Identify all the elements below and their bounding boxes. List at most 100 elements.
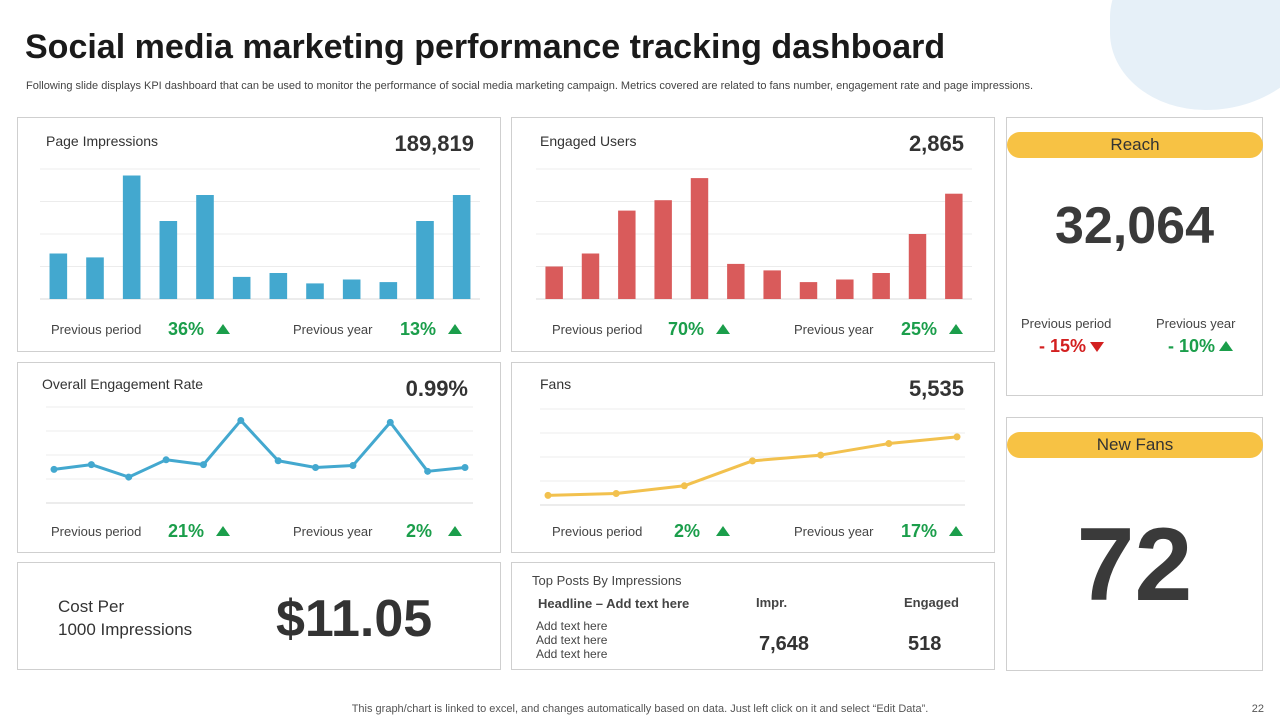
page-impressions-panel[interactable]: Page Impressions 189,819 Previous period… bbox=[17, 117, 501, 352]
engaged-users-label: Engaged Users bbox=[540, 133, 637, 149]
new-fans-panel[interactable]: New Fans 72 bbox=[1006, 417, 1263, 671]
prev-year-pct: 17% bbox=[901, 521, 938, 541]
reach-prev-period-pct: - 15% bbox=[1039, 336, 1087, 356]
engagement-rate-label: Overall Engagement Rate bbox=[42, 376, 204, 392]
new-fans-value: 72 bbox=[1076, 507, 1193, 623]
prev-period-label: Previous period bbox=[51, 322, 142, 337]
fans-comparison: Previous period 2% Previous year 17% bbox=[512, 520, 994, 544]
engagement-rate-panel[interactable]: Overall Engagement Rate 0.99% Previous p… bbox=[17, 362, 501, 553]
bar bbox=[379, 282, 398, 299]
page-subtitle: Following slide displays KPI dashboard t… bbox=[26, 80, 1034, 92]
engaged-users-bar-chart[interactable] bbox=[536, 163, 972, 303]
cpm-label-line2: 1000 Impressions bbox=[58, 620, 193, 639]
fans-label: Fans bbox=[540, 376, 572, 392]
data-point bbox=[50, 465, 58, 473]
engaged-users-comparison: Previous period 70% Previous year 25% bbox=[512, 318, 994, 342]
prev-period-label: Previous period bbox=[51, 524, 142, 539]
bar bbox=[416, 221, 434, 299]
bar bbox=[836, 279, 854, 299]
fans-value: 5,535 bbox=[908, 376, 964, 401]
col-engaged-header: Engaged bbox=[904, 595, 959, 610]
new-fans-header: New Fans bbox=[1007, 432, 1263, 458]
data-point bbox=[386, 418, 394, 426]
data-point bbox=[237, 416, 245, 424]
data-point bbox=[424, 467, 432, 475]
prev-year-label: Previous year bbox=[794, 322, 874, 337]
footer-note: This graph/chart is linked to excel, and… bbox=[351, 703, 929, 715]
engagement-rate-line-chart[interactable] bbox=[46, 401, 473, 511]
prev-period-pct: 70% bbox=[668, 319, 705, 339]
bar bbox=[799, 282, 818, 299]
top-posts-title: Top Posts By Impressions bbox=[532, 573, 682, 588]
data-point bbox=[312, 463, 320, 471]
post-row[interactable]: Add text here bbox=[536, 647, 608, 661]
bar bbox=[232, 276, 251, 299]
up-arrow-icon bbox=[716, 324, 730, 334]
data-point bbox=[87, 461, 95, 469]
bar bbox=[342, 279, 361, 299]
engaged-users-value: 2,865 bbox=[908, 131, 964, 156]
prev-period-pct: 21% bbox=[168, 521, 205, 541]
prev-period-label: Previous period bbox=[552, 524, 643, 539]
bar bbox=[159, 221, 178, 299]
prev-year-pct: 2% bbox=[406, 521, 433, 541]
data-point bbox=[544, 491, 552, 499]
series-line bbox=[53, 418, 466, 479]
reach-prev-year-label: Previous year bbox=[1156, 316, 1236, 331]
engaged-value: 518 bbox=[908, 633, 942, 655]
down-arrow-icon bbox=[1090, 342, 1104, 352]
prev-period-pct: 2% bbox=[674, 521, 701, 541]
reach-header: Reach bbox=[1007, 132, 1263, 158]
up-arrow-icon bbox=[1219, 341, 1233, 351]
bar bbox=[545, 266, 563, 299]
up-arrow-icon bbox=[216, 324, 230, 334]
decorative-blob bbox=[1110, 0, 1280, 110]
reach-prev-period-label: Previous period bbox=[1021, 316, 1112, 331]
prev-period-pct: 36% bbox=[168, 319, 205, 339]
bar bbox=[872, 273, 890, 299]
cpm-panel[interactable]: Cost Per 1000 Impressions $11.05 bbox=[17, 562, 501, 670]
bar bbox=[49, 253, 68, 299]
reach-panel[interactable]: Reach 32,064 Previous period Previous ye… bbox=[1006, 117, 1263, 396]
up-arrow-icon bbox=[949, 526, 963, 536]
data-point bbox=[349, 462, 357, 470]
post-row[interactable]: Add text here bbox=[536, 619, 608, 633]
post-row[interactable]: Add text here bbox=[536, 633, 608, 647]
data-point bbox=[274, 457, 282, 465]
impr-value: 7,648 bbox=[759, 633, 810, 655]
bar bbox=[654, 200, 672, 299]
engaged-users-panel[interactable]: Engaged Users 2,865 Previous period 70% … bbox=[511, 117, 995, 352]
page-impressions-value: 189,819 bbox=[394, 131, 474, 156]
bar bbox=[908, 234, 927, 299]
prev-year-label: Previous year bbox=[293, 524, 373, 539]
data-point bbox=[749, 457, 756, 465]
cpm-label-line1: Cost Per bbox=[58, 597, 125, 616]
page-impressions-bar-chart[interactable] bbox=[40, 163, 480, 303]
prev-year-label: Previous year bbox=[293, 322, 373, 337]
bar bbox=[763, 270, 781, 299]
page-impressions-label: Page Impressions bbox=[46, 133, 159, 149]
engagement-rate-comparison: Previous period 21% Previous year 2% bbox=[18, 520, 500, 544]
bar bbox=[452, 195, 471, 299]
top-posts-panel[interactable]: Top Posts By Impressions Headline – Add … bbox=[511, 562, 995, 670]
bar bbox=[690, 178, 709, 299]
data-point bbox=[461, 463, 469, 471]
up-arrow-icon bbox=[716, 526, 730, 536]
series-line bbox=[547, 435, 958, 497]
data-point bbox=[817, 451, 825, 459]
engagement-rate-value: 0.99% bbox=[405, 376, 468, 401]
reach-value: 32,064 bbox=[1054, 197, 1215, 255]
fans-line-chart[interactable] bbox=[540, 403, 965, 513]
bar bbox=[945, 193, 963, 299]
data-point bbox=[953, 433, 961, 441]
page-title: Social media marketing performance track… bbox=[25, 28, 946, 66]
fans-panel[interactable]: Fans 5,535 Previous period 2% Previous y… bbox=[511, 362, 995, 553]
prev-year-label: Previous year bbox=[794, 524, 874, 539]
cpm-value: $11.05 bbox=[276, 590, 433, 648]
col-headline-header: Headline – Add text here bbox=[538, 596, 690, 611]
cpm-label: Cost Per 1000 Impressions bbox=[58, 595, 192, 641]
data-point bbox=[885, 440, 893, 448]
up-arrow-icon bbox=[448, 526, 462, 536]
data-point bbox=[680, 482, 688, 490]
bar bbox=[269, 273, 288, 299]
